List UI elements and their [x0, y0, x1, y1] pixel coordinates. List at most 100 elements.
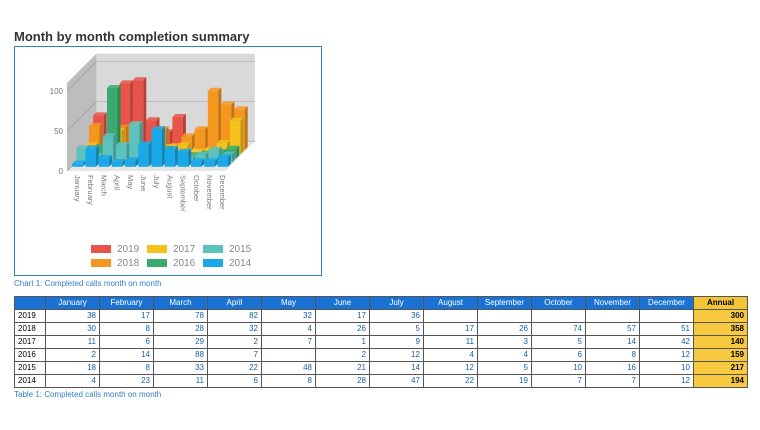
bar: [72, 160, 86, 167]
column-header: May: [261, 296, 316, 310]
legend-item: 2018: [91, 257, 147, 269]
table-cell: 42: [639, 335, 694, 349]
x-tick-label: August: [165, 175, 174, 199]
legend-item: 2019: [91, 243, 147, 255]
bar: [217, 154, 231, 167]
row-year-label: 2017: [14, 335, 46, 349]
chart-caption: Chart 1: Completed calls month on month: [14, 279, 162, 288]
table-cell: 14: [99, 348, 154, 362]
table-cell: [639, 309, 694, 323]
table-cell: 32: [261, 309, 316, 323]
table-cell: 12: [369, 348, 424, 362]
table-cell: [477, 309, 532, 323]
annual-total-cell: 194: [693, 374, 748, 388]
chart-canvas: 0 50 100 January February March April May June Ju…: [50, 53, 255, 212]
bar: [111, 159, 126, 167]
table-cell: 28: [315, 374, 370, 388]
table-cell: 4: [261, 322, 316, 336]
bar: [125, 157, 139, 167]
bar: [138, 141, 152, 167]
legend-item: 2015: [203, 243, 259, 255]
table-row: 2015 18 8 33 22 48 21 14 12 5 10 16 10 217: [14, 361, 748, 375]
column-header: February: [99, 296, 154, 310]
table-cell: 22: [207, 361, 262, 375]
legend-swatch: [147, 259, 167, 267]
table-cell: 12: [639, 374, 694, 388]
legend-label: 2019: [117, 243, 140, 255]
table-corner-header: [14, 296, 46, 310]
table-cell: 88: [153, 348, 208, 362]
table-row: 2016 2 14 88 7 2 12 4 4 6 8 12 159: [14, 348, 748, 362]
legend-label: 2016: [173, 257, 196, 269]
y-tick-label: 100: [50, 87, 64, 96]
table-cell: 8: [99, 322, 154, 336]
table-cell: 7: [261, 335, 316, 349]
annual-column-header: Annual: [693, 296, 748, 310]
gridline: [66, 101, 97, 132]
column-header: April: [207, 296, 262, 310]
table-cell: 32: [207, 322, 262, 336]
table-cell: 19: [477, 374, 532, 388]
bar: [207, 87, 222, 150]
table-row: 2014 4 23 11 6 8 28 47 22 19 7 7 12 194: [14, 374, 748, 388]
row-year-label: 2018: [14, 322, 46, 336]
row-year-label: 2014: [14, 374, 46, 388]
table-cell: 36: [369, 309, 424, 323]
table-cell: 5: [369, 322, 424, 336]
legend-label: 2015: [229, 243, 252, 255]
table-cell: 74: [531, 322, 586, 336]
table-cell: 2: [207, 335, 262, 349]
chart-frame: 0 50 100 January February March April May June Ju…: [14, 46, 322, 276]
y-tick-label: 50: [54, 127, 63, 136]
legend-swatch: [203, 259, 223, 267]
x-tick-label: February: [86, 175, 95, 205]
table-cell: 10: [531, 361, 586, 375]
x-tick-label: July: [152, 175, 161, 189]
bar: [164, 146, 179, 167]
x-tick-label: October: [192, 175, 201, 202]
table-cell: 6: [531, 348, 586, 362]
table-cell: 29: [153, 335, 208, 349]
summary-table: January February March April May June July Augu…: [14, 296, 748, 388]
table-cell: 51: [639, 322, 694, 336]
table-cell: 2: [45, 348, 100, 362]
table-cell: 11: [45, 335, 100, 349]
table-cell: 30: [45, 322, 100, 336]
table-cell: 48: [261, 361, 316, 375]
table-cell: 6: [207, 374, 262, 388]
bar: [107, 85, 121, 159]
column-header: December: [639, 296, 694, 310]
table-cell: 8: [261, 374, 316, 388]
legend-item: 2017: [147, 243, 203, 255]
table-cell: 11: [153, 374, 208, 388]
chart-legend: 2019 2017 2015 2018 2016 2014: [91, 243, 261, 269]
column-header: March: [153, 296, 208, 310]
table-cell: 28: [153, 322, 208, 336]
table-caption: Table 1: Completed calls month on month: [14, 390, 162, 399]
table-cell: [423, 309, 478, 323]
table-cell: 17: [99, 309, 154, 323]
column-header: January: [45, 296, 100, 310]
table-cell: 33: [153, 361, 208, 375]
row-year-label: 2019: [14, 309, 46, 323]
table-cell: 26: [477, 322, 532, 336]
table-cell: 7: [585, 374, 640, 388]
table-cell: [261, 348, 316, 362]
x-tick-label: November: [205, 175, 214, 210]
table-cell: 57: [585, 322, 640, 336]
column-header: October: [531, 296, 586, 310]
column-header: July: [369, 296, 424, 310]
x-tick-label: January: [73, 175, 82, 202]
table-cell: 4: [477, 348, 532, 362]
table-cell: 18: [45, 361, 100, 375]
table-cell: 7: [207, 348, 262, 362]
table-cell: 17: [423, 322, 478, 336]
table-cell: 1: [315, 335, 370, 349]
legend-item: 2016: [147, 257, 203, 269]
table-row: 2018 30 8 28 32 4 26 5 17 26 74 57 51 358: [14, 322, 748, 336]
annual-total-cell: 159: [693, 348, 748, 362]
bar: [98, 155, 113, 167]
annual-total-cell: 358: [693, 322, 748, 336]
table-cell: 7: [531, 374, 586, 388]
table-cell: [531, 309, 586, 323]
